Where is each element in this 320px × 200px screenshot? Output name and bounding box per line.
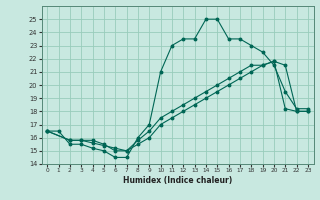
X-axis label: Humidex (Indice chaleur): Humidex (Indice chaleur) (123, 176, 232, 185)
